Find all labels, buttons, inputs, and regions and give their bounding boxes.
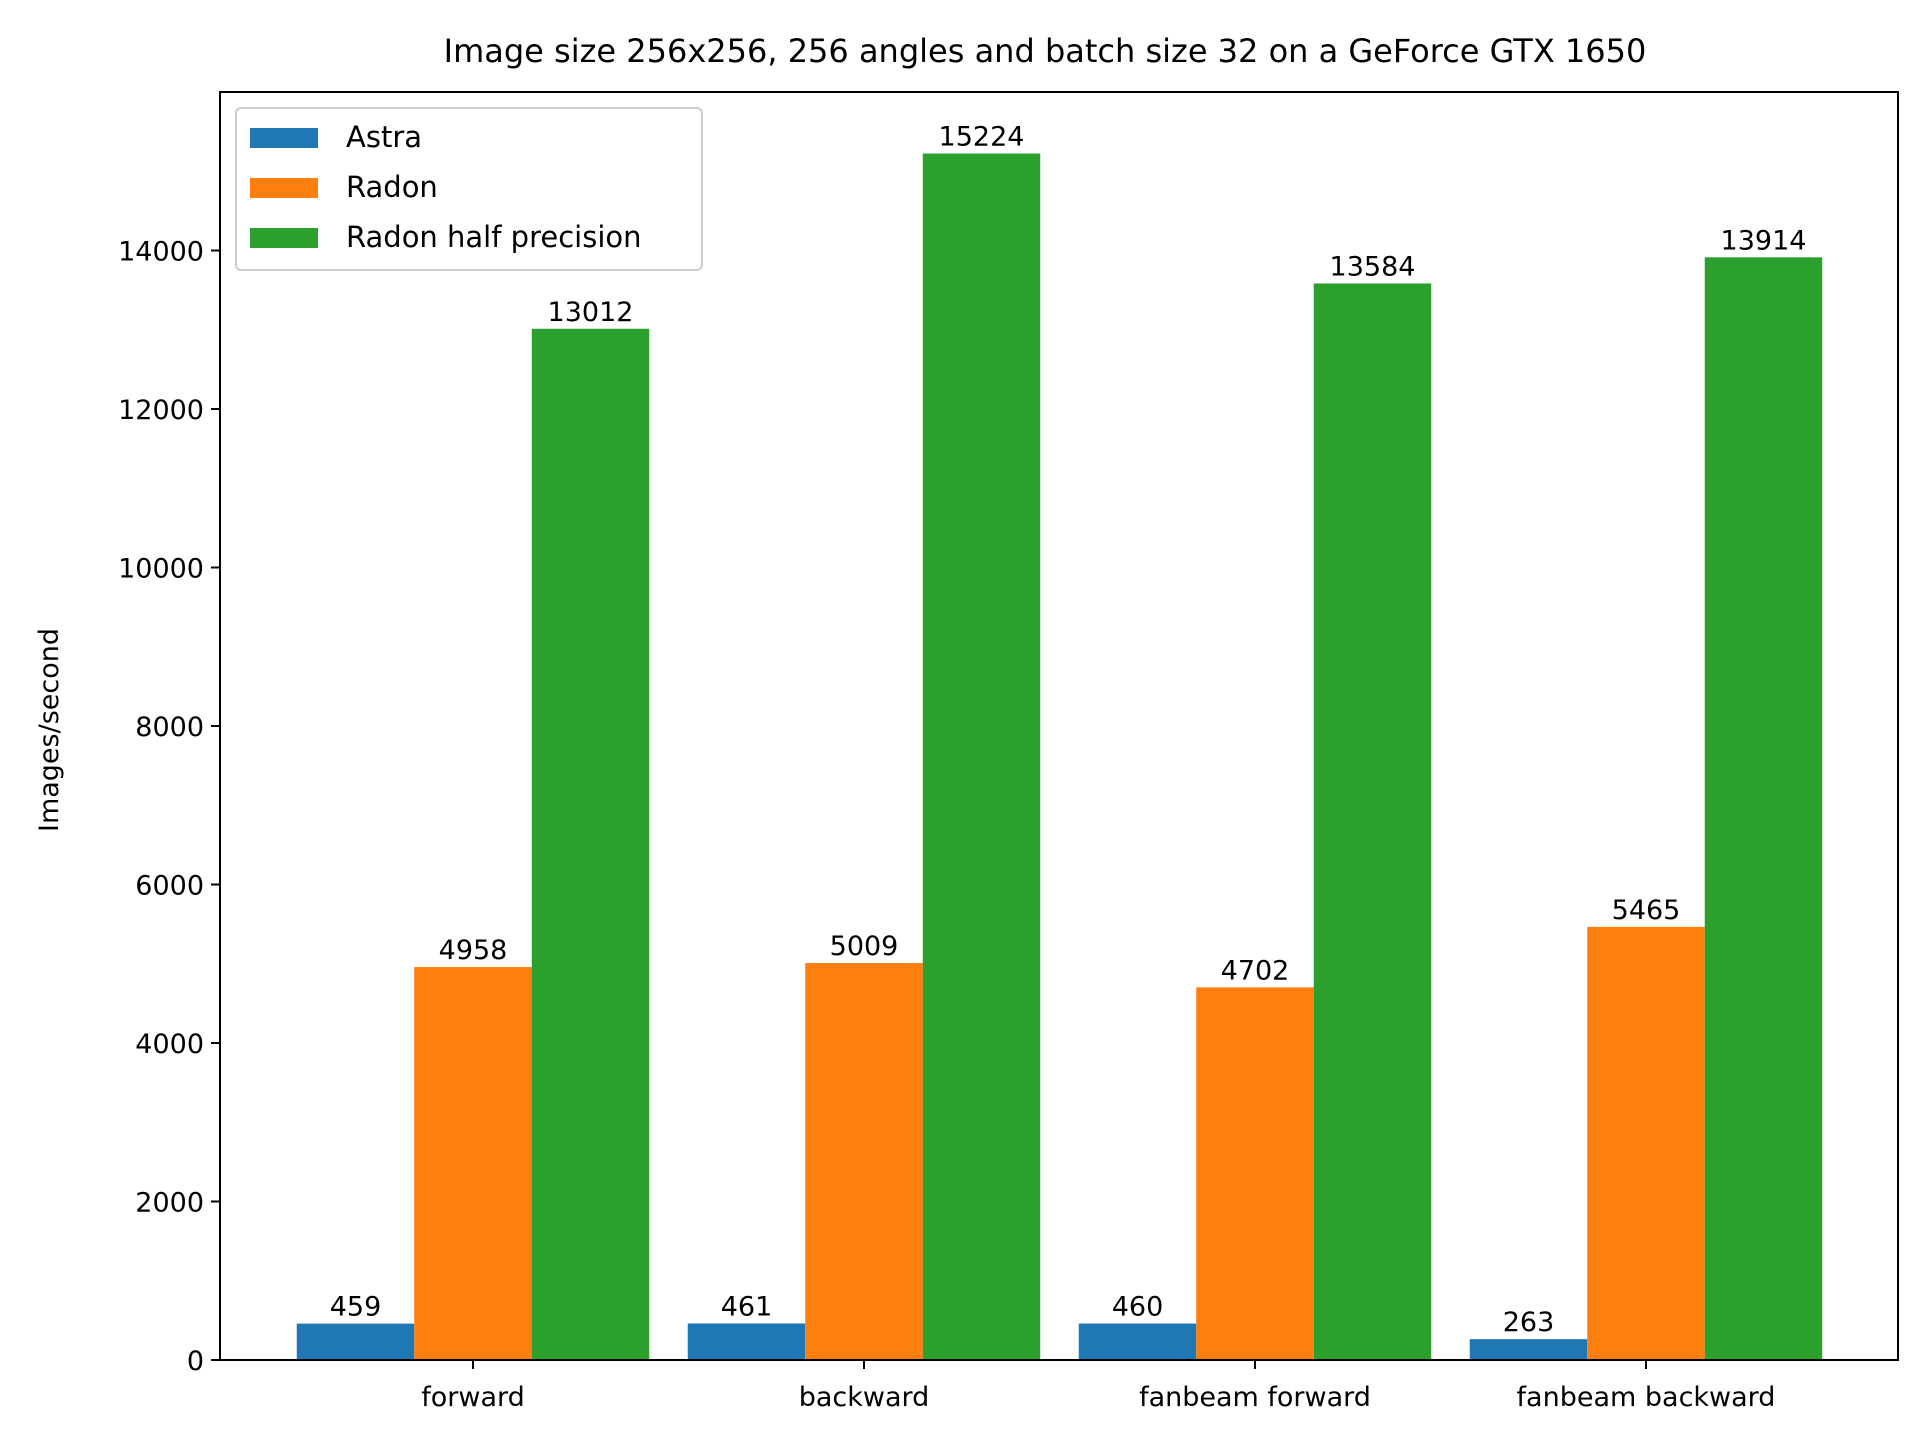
bar-radon-half-precision-fanbeam-forward <box>1313 283 1432 1360</box>
bar-astra-forward <box>296 1323 415 1360</box>
bar-value-label: 460 <box>1112 1292 1164 1323</box>
y-tick-label: 14000 <box>118 237 204 268</box>
bar-labels-layer: 459 4958 13012 461 5009 15224 460 4702 13584 263 5… <box>330 121 1807 1338</box>
legend-label: Astra <box>346 120 422 154</box>
y-axis: 0 2000 4000 6000 8000 10000 12000 14000 <box>118 237 220 1377</box>
y-tick-label: 4000 <box>135 1029 204 1060</box>
chart-title: Image size 256x256, 256 angles and batch… <box>444 32 1647 70</box>
legend: Astra Radon Radon half precision <box>235 107 703 271</box>
bar-value-label: 4702 <box>1221 955 1290 986</box>
bar-radon-fanbeam-forward <box>1196 987 1314 1360</box>
bar-value-label: 13914 <box>1721 225 1807 256</box>
plot-frame <box>219 91 1899 1361</box>
legend-swatch <box>250 178 318 198</box>
bar-astra-fanbeam-backward <box>1469 1339 1588 1360</box>
bar-radon-fanbeam-backward <box>1587 926 1705 1360</box>
y-tick-label: 10000 <box>118 554 204 585</box>
bar-value-label: 5465 <box>1612 895 1681 926</box>
legend-box <box>235 107 703 271</box>
y-tick-label: 12000 <box>118 395 204 426</box>
x-tick-label: backward <box>799 1382 930 1413</box>
bar-value-label: 263 <box>1503 1307 1555 1338</box>
legend-swatch <box>250 128 318 148</box>
y-axis-label: Images/second <box>34 628 65 832</box>
bar-value-label: 13584 <box>1330 251 1416 282</box>
legend-swatch <box>250 228 318 248</box>
bar-value-label: 15224 <box>939 121 1025 152</box>
y-tick-label: 2000 <box>135 1188 204 1219</box>
bar-value-label: 5009 <box>830 931 899 962</box>
legend-label: Radon <box>346 170 438 204</box>
y-tick-label: 0 <box>187 1346 204 1377</box>
bar-radon-half-precision-backward <box>922 153 1041 1360</box>
x-tick-label: fanbeam forward <box>1139 1382 1371 1413</box>
bar-value-label: 4958 <box>439 935 508 966</box>
bar-value-label: 459 <box>330 1292 382 1323</box>
bar-value-label: 461 <box>721 1291 773 1322</box>
bars-layer <box>296 153 1823 1361</box>
y-tick-label: 6000 <box>135 871 204 902</box>
x-tick-label: fanbeam backward <box>1517 1382 1776 1413</box>
bar-radon-backward <box>805 963 923 1360</box>
bar-astra-backward <box>687 1323 806 1360</box>
bar-radon-half-precision-fanbeam-backward <box>1704 257 1823 1361</box>
bar-radon-forward <box>414 967 532 1360</box>
y-tick-label: 8000 <box>135 712 204 743</box>
x-axis: forward backward fanbeam forward fanbeam ba… <box>421 1360 1775 1413</box>
x-tick-label: forward <box>421 1382 525 1413</box>
bar-value-label: 13012 <box>548 297 634 328</box>
bar-astra-fanbeam-forward <box>1078 1323 1197 1360</box>
bar-radon-half-precision-forward <box>531 328 650 1360</box>
legend-label: Radon half precision <box>346 220 642 254</box>
